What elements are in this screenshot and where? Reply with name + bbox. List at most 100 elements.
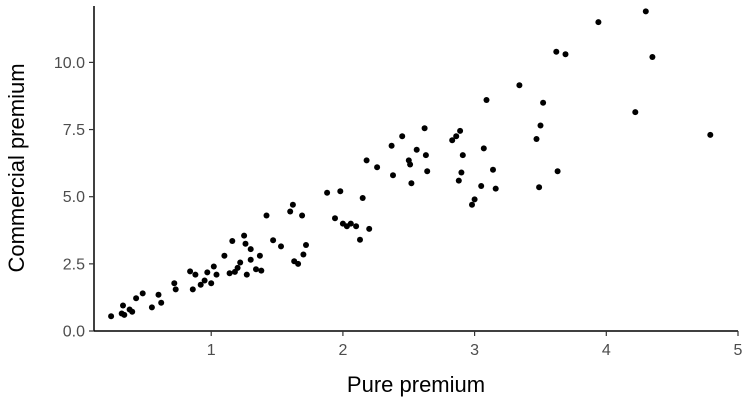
data-point <box>171 280 178 287</box>
data-point <box>422 152 429 159</box>
data-point <box>458 169 465 176</box>
data-point <box>492 185 499 192</box>
data-point <box>247 256 254 263</box>
data-point <box>480 145 487 152</box>
data-point <box>459 152 466 159</box>
x-tick-label: 1 <box>207 342 216 359</box>
data-point <box>449 137 456 144</box>
data-point <box>258 267 265 274</box>
data-point <box>133 295 140 302</box>
data-point <box>253 266 259 273</box>
x-tick-label: 3 <box>470 342 479 359</box>
data-point <box>120 302 126 309</box>
data-point <box>210 263 217 270</box>
data-point <box>148 304 155 311</box>
data-point <box>201 277 208 284</box>
data-point <box>347 220 354 227</box>
y-tick-label: 5.0 <box>63 189 85 206</box>
data-point <box>413 146 420 153</box>
data-point <box>229 238 236 244</box>
data-point <box>353 223 360 230</box>
data-point <box>204 269 211 276</box>
data-point <box>287 208 294 215</box>
data-point <box>357 236 363 243</box>
data-point <box>707 131 714 138</box>
data-point <box>158 299 165 306</box>
data-point <box>421 125 428 132</box>
data-point <box>469 201 475 208</box>
data-point <box>642 8 649 15</box>
data-point <box>221 252 228 259</box>
data-point <box>242 240 249 247</box>
data-point <box>332 215 338 222</box>
x-tick-label: 5 <box>734 342 743 359</box>
y-tick-label: 7.5 <box>63 122 85 139</box>
data-point <box>278 243 284 250</box>
data-point <box>490 166 496 173</box>
data-point <box>197 281 204 288</box>
data-point <box>478 183 485 189</box>
y-tick-label: 2.5 <box>63 256 85 273</box>
data-point <box>471 196 478 203</box>
data-point <box>226 270 233 277</box>
data-point <box>390 172 396 179</box>
data-point <box>540 99 547 106</box>
data-point <box>595 19 602 26</box>
data-point <box>407 161 414 168</box>
data-point <box>234 264 241 271</box>
data-point <box>270 237 277 244</box>
data-point <box>363 157 370 164</box>
data-point <box>424 168 431 175</box>
data-point <box>237 259 244 266</box>
data-point <box>649 54 656 60</box>
data-point <box>408 180 415 187</box>
x-tick-label: 2 <box>338 342 347 359</box>
y-tick-label: 10.0 <box>54 55 85 72</box>
data-point <box>483 97 490 103</box>
data-point <box>453 133 460 140</box>
data-point <box>562 51 569 58</box>
y-axis-title: Commercial premium <box>4 63 29 272</box>
y-tick-label: 0.0 <box>63 324 85 341</box>
data-point <box>243 271 250 278</box>
data-point <box>189 286 196 293</box>
data-point <box>537 122 544 129</box>
data-point <box>359 195 366 201</box>
data-points <box>108 8 714 320</box>
data-point <box>241 232 248 239</box>
data-point <box>455 177 462 184</box>
data-point <box>247 246 254 253</box>
data-point <box>187 268 194 275</box>
x-axis-title: Pure premium <box>347 372 485 397</box>
data-point <box>192 271 199 278</box>
data-point <box>516 82 523 89</box>
data-point <box>299 212 306 219</box>
data-point <box>263 212 270 219</box>
data-point <box>172 286 179 293</box>
data-point <box>256 252 263 259</box>
data-point <box>300 251 307 258</box>
data-point <box>374 164 381 171</box>
data-point <box>533 136 540 142</box>
data-point <box>324 189 331 196</box>
x-tick-label: 4 <box>602 342 611 359</box>
data-point <box>129 308 136 315</box>
data-point <box>337 188 344 195</box>
data-point <box>388 142 395 149</box>
data-point <box>155 291 162 298</box>
data-point <box>213 271 220 278</box>
data-point <box>295 260 302 267</box>
data-point <box>366 225 373 232</box>
data-point <box>139 290 146 297</box>
data-point <box>289 201 296 208</box>
data-point <box>553 48 560 55</box>
data-point <box>536 184 543 191</box>
data-point <box>399 133 406 140</box>
axis-ticks: 1 2 3 4 5 0.0 2.5 5.0 7.5 10.0 <box>54 55 743 359</box>
data-point <box>554 168 561 175</box>
data-point <box>121 311 128 318</box>
data-point <box>632 109 639 116</box>
data-point <box>457 127 464 134</box>
data-point <box>303 242 309 248</box>
